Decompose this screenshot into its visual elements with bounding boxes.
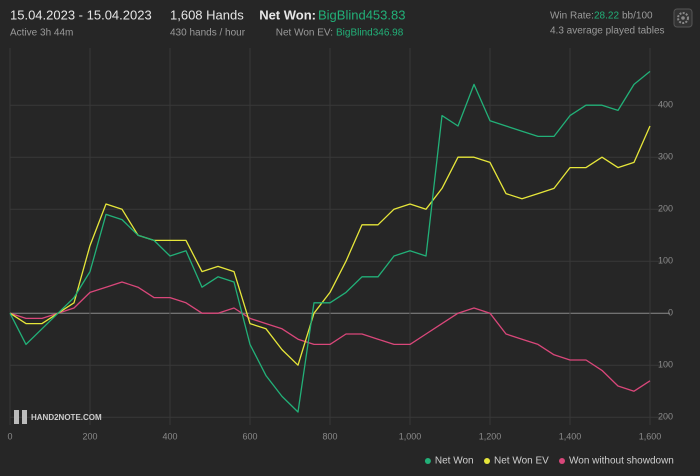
logo: HAND2NOTE.COM xyxy=(31,413,102,422)
series-line xyxy=(9,125,651,366)
hands-rate: 430 hands / hour xyxy=(170,28,246,39)
y-tick-label: 100 xyxy=(658,256,673,266)
x-tick-label: 600 xyxy=(242,431,257,441)
y-tick-label: 400 xyxy=(658,100,673,110)
x-tick-label: 1,400 xyxy=(559,431,582,441)
tables: 4.3 average played tables xyxy=(550,26,665,37)
win-rate-unit: bb/100 xyxy=(622,11,653,22)
active-time: Active 3h 44m xyxy=(10,28,73,39)
y-tick-label: 200 xyxy=(658,204,673,214)
win-rate-label: Win Rate: xyxy=(550,11,594,22)
net-won-ev-value: BigBlind346.98 xyxy=(336,28,404,39)
legend-marker xyxy=(559,458,565,464)
net-won-label: Net Won: xyxy=(259,7,316,22)
legend-marker xyxy=(424,458,431,464)
x-tick-label: 1,600 xyxy=(639,431,662,441)
y-tick-label: 300 xyxy=(658,152,673,162)
x-tick-label: 800 xyxy=(322,431,337,441)
series-line xyxy=(9,70,651,413)
legend-marker xyxy=(484,458,490,464)
win-rate-value: 28.22 xyxy=(594,11,619,22)
x-tick-label: 1,000 xyxy=(399,431,422,441)
legend-label: Won without showdown xyxy=(569,456,674,467)
net-won-value: BigBlind453.83 xyxy=(318,7,405,22)
logo-mark xyxy=(22,410,27,424)
y-tick-label: 0 xyxy=(668,308,673,318)
settings-icon[interactable] xyxy=(673,8,693,28)
net-won-ev-label: Net Won EV: xyxy=(276,28,333,39)
legend-label: Net Won xyxy=(435,456,474,467)
hands: 1,608 Hands xyxy=(170,7,244,22)
x-tick-label: 200 xyxy=(82,431,97,441)
series-line xyxy=(9,281,651,392)
x-tick-label: 0 xyxy=(7,431,12,441)
legend-label: Net Won EV xyxy=(494,456,549,467)
y-tick-label: 100 xyxy=(658,360,673,370)
x-tick-label: 1,200 xyxy=(479,431,502,441)
date-range: 15.04.2023 - 15.04.2023 xyxy=(10,7,152,22)
y-tick-label: 200 xyxy=(658,412,673,422)
x-tick-label: 400 xyxy=(162,431,177,441)
logo-mark xyxy=(14,410,19,424)
